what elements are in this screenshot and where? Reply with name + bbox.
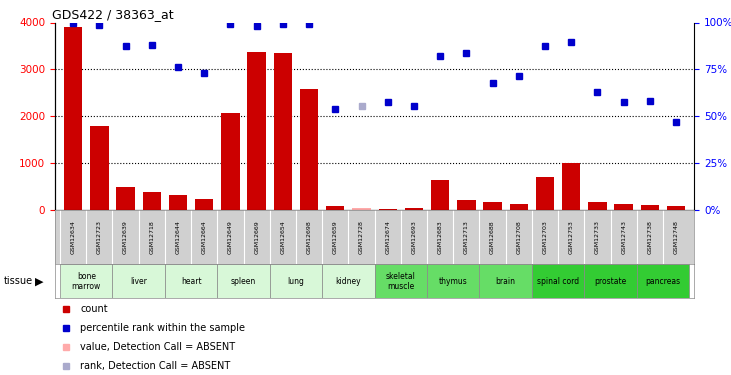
Bar <box>270 264 322 298</box>
Bar <box>640 205 659 210</box>
Bar <box>457 200 476 210</box>
Text: spinal cord: spinal cord <box>537 277 579 286</box>
Text: bone
marrow: bone marrow <box>72 272 101 291</box>
Bar <box>195 199 213 210</box>
Bar <box>221 112 240 210</box>
Bar <box>165 264 217 298</box>
Text: GSM12718: GSM12718 <box>149 220 154 254</box>
Bar <box>248 52 266 210</box>
Text: GSM12703: GSM12703 <box>542 220 548 254</box>
Bar <box>562 163 580 210</box>
Text: GSM12713: GSM12713 <box>464 220 469 254</box>
Bar <box>116 187 135 210</box>
Text: GSM12639: GSM12639 <box>123 220 128 254</box>
Text: GSM12753: GSM12753 <box>569 220 574 254</box>
Text: rank, Detection Call = ABSENT: rank, Detection Call = ABSENT <box>80 361 231 370</box>
Bar <box>379 209 397 210</box>
Text: GSM12674: GSM12674 <box>385 220 390 254</box>
Text: brain: brain <box>496 277 515 286</box>
Text: GSM12644: GSM12644 <box>175 220 181 254</box>
Bar <box>588 202 607 210</box>
Text: heart: heart <box>181 277 202 286</box>
Text: GSM12733: GSM12733 <box>595 220 600 254</box>
Text: GSM12728: GSM12728 <box>359 220 364 254</box>
Text: GSM12649: GSM12649 <box>228 220 233 254</box>
Text: GSM12743: GSM12743 <box>621 220 626 254</box>
Text: GSM12723: GSM12723 <box>97 220 102 254</box>
Bar <box>427 264 480 298</box>
Bar <box>374 264 427 298</box>
Bar <box>536 177 554 210</box>
Text: kidney: kidney <box>336 277 361 286</box>
Bar <box>60 264 113 298</box>
Bar <box>143 192 161 210</box>
Bar <box>532 264 584 298</box>
Text: count: count <box>80 304 108 314</box>
Text: GSM12688: GSM12688 <box>490 220 495 254</box>
Text: pancreas: pancreas <box>645 277 681 286</box>
Text: tissue: tissue <box>4 276 33 286</box>
Text: GSM12654: GSM12654 <box>281 220 285 254</box>
Bar <box>510 204 528 210</box>
Text: GSM12738: GSM12738 <box>648 220 652 254</box>
Bar <box>300 88 318 210</box>
Text: GDS422 / 38363_at: GDS422 / 38363_at <box>52 8 173 21</box>
Bar <box>169 195 187 210</box>
Text: GSM12683: GSM12683 <box>438 220 443 254</box>
Bar <box>64 27 83 210</box>
Bar <box>667 206 685 210</box>
Bar <box>431 180 450 210</box>
Bar <box>637 264 689 298</box>
Text: prostate: prostate <box>594 277 626 286</box>
Bar <box>352 208 371 210</box>
Bar <box>273 53 292 210</box>
Bar <box>615 204 633 210</box>
Text: GSM12708: GSM12708 <box>516 220 521 254</box>
Bar <box>90 126 109 210</box>
Bar <box>405 208 423 210</box>
Bar <box>483 202 501 210</box>
Bar <box>480 264 532 298</box>
Text: GSM12693: GSM12693 <box>412 220 417 254</box>
Text: GSM12634: GSM12634 <box>71 220 76 254</box>
Text: GSM12669: GSM12669 <box>254 220 260 254</box>
Text: GSM12664: GSM12664 <box>202 220 207 254</box>
Text: spleen: spleen <box>231 277 256 286</box>
Text: skeletal
muscle: skeletal muscle <box>386 272 416 291</box>
Text: GSM12659: GSM12659 <box>333 220 338 254</box>
Text: GSM12698: GSM12698 <box>306 220 311 254</box>
Text: percentile rank within the sample: percentile rank within the sample <box>80 323 246 333</box>
Bar <box>584 264 637 298</box>
Text: liver: liver <box>130 277 147 286</box>
Text: GSM12748: GSM12748 <box>673 220 678 254</box>
Bar <box>326 206 344 210</box>
Bar <box>113 264 165 298</box>
Text: value, Detection Call = ABSENT: value, Detection Call = ABSENT <box>80 342 235 352</box>
Bar <box>217 264 270 298</box>
Text: ▶: ▶ <box>35 276 44 286</box>
Text: lung: lung <box>287 277 304 286</box>
Text: thymus: thymus <box>439 277 468 286</box>
Bar <box>322 264 374 298</box>
